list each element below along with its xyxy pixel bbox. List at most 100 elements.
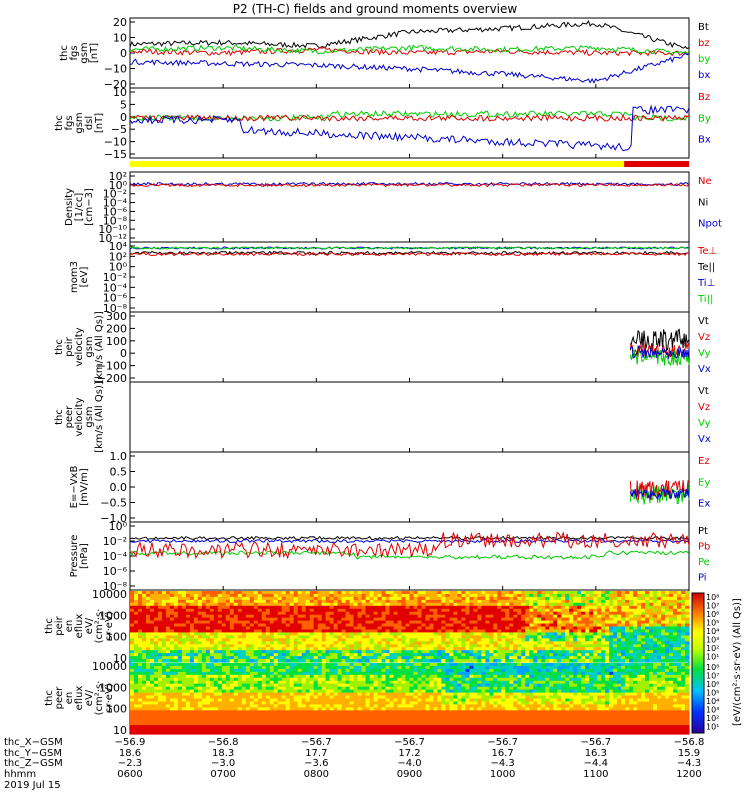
y-tick-label: 10⁻⁴	[103, 550, 128, 563]
y-tick-label: 10	[113, 86, 127, 99]
y-tick-label: 10	[113, 724, 127, 737]
y-tick-label: 5	[120, 98, 127, 111]
panel-7: 1.0 0.5 0.0 −0.5 −1.0 E=−VxB [mV/m] Ez Ey Ex	[69, 450, 710, 525]
panel-frame	[129, 451, 690, 523]
ephemeris-value: 0800	[303, 768, 330, 780]
y-axis-label: (cm²·s·	[94, 609, 105, 644]
ephemeris-value: 0600	[117, 768, 143, 780]
ephemeris-value: 18.6	[118, 747, 142, 759]
colorbar-tick-label: 10²	[706, 644, 719, 653]
y-axis-label: fgs	[64, 115, 75, 130]
trace-bx	[129, 104, 690, 152]
trace-ne	[129, 182, 690, 188]
colorbar-tick-label: 10³	[706, 636, 719, 645]
legend-ti: Ti⊥	[697, 278, 715, 289]
y-tick-label: −200	[97, 372, 127, 385]
panel-frame	[129, 171, 690, 243]
trace-te-perp	[129, 251, 690, 257]
ephemeris-labels: thc_X−GSM thc_Y−GSM thc_Z−GSM hhmm	[4, 737, 63, 780]
y-tick-label: −0.5	[100, 497, 127, 510]
ephemeris-value: 1000	[489, 768, 516, 780]
y-tick-label: 300	[106, 310, 127, 323]
ephemeris-value: 1100	[583, 768, 609, 780]
ephemeris-column: −56.7 17.2 −4.0 0900	[380, 737, 440, 780]
y-axis-label: [nPa]	[79, 543, 90, 569]
ephemeris-value: 17.2	[398, 747, 421, 759]
ion-spectrogram	[130, 591, 690, 663]
y-tick-label: 0.0	[110, 481, 128, 494]
y-axis-label: velocity	[74, 397, 85, 436]
y-tick-label: 0	[120, 47, 127, 60]
panel-3: 10²10⁰10⁻²10⁻⁴10⁻⁶10⁻⁸10⁻¹⁰10⁻¹²Density[…	[64, 170, 722, 245]
ephemeris-value: 15.9	[677, 747, 701, 759]
legend-bz: Bz	[698, 92, 710, 103]
y-axis-label: gsm	[74, 112, 85, 133]
ephemeris-column: −56.7 17.7 −3.6 0800	[286, 737, 346, 780]
y-tick-label: 10	[113, 652, 127, 665]
y-tick-label: 10⁻⁸	[103, 580, 128, 593]
series-by	[129, 44, 690, 55]
colorbar-tick-label: 10¹	[706, 653, 719, 662]
ephemeris-value: 16.3	[584, 747, 607, 759]
legend-by: By	[698, 113, 711, 124]
ephemeris-value: −2.3	[117, 758, 143, 769]
legend-ti: Ti||	[697, 294, 713, 305]
y-axis-label: [nT]	[94, 113, 105, 133]
legend-vz: Vz	[698, 332, 710, 343]
colorbar-tick-label: 10⁶	[706, 610, 719, 619]
trace-pe	[129, 550, 690, 560]
legend-vz: Vz	[698, 402, 710, 413]
ephemeris-value: −56.7	[580, 737, 612, 748]
y-tick-label: 10⁰	[109, 520, 128, 533]
y-tick-label: 100	[106, 703, 127, 716]
y-axis-label: eflux	[74, 686, 85, 711]
y-axis-label: [eV]	[79, 267, 90, 288]
panel-1: 20 10 0 −10 −20 thc fgs gsm [nT] Bt bz by bx	[59, 16, 710, 91]
y-axis-label: peer	[54, 686, 65, 710]
y-axis-label: [nT]	[89, 43, 100, 63]
legend-bx: bx	[698, 70, 710, 81]
eph-x-label: thc_X−GSM	[4, 737, 63, 748]
y-tick-label: 10⁻⁸	[103, 302, 128, 315]
series-bx	[129, 52, 690, 84]
y-axis-label: eflux	[74, 614, 85, 639]
y-tick-label: −10	[104, 136, 127, 149]
y-axis-label: sr·eV)	[104, 611, 115, 640]
legend-vy: Vy	[698, 348, 711, 359]
y-tick-label: 20	[113, 16, 127, 29]
legend-pi: Pi	[698, 573, 707, 584]
legend-pb: Pb	[698, 542, 710, 553]
panel-8: 10⁰ 10⁻² 10⁻⁴ 10⁻⁶ 10⁻⁸ Pressure [nPa] Pt Pb Pe Pi	[69, 520, 710, 593]
ephemeris-value: −56.8	[207, 737, 239, 748]
panel-frame	[129, 521, 690, 591]
colorbar-tick-label: 10⁵	[706, 619, 719, 628]
ephemeris-value: 16.7	[491, 747, 514, 759]
colorbar-tick-label: 10⁴	[706, 697, 719, 706]
colorbar-tick-label: 10⁷	[706, 672, 719, 681]
y-tick-label: 100	[106, 631, 127, 644]
colorbar-label: [eV/(cm²·s·sr·eV) (All Qs)]	[732, 598, 743, 726]
y-tick-label: 10⁻⁴	[103, 281, 128, 294]
legend-te: Te⊥	[697, 246, 717, 257]
ephemeris-value: −56.8	[673, 737, 705, 748]
y-tick-label: 1000	[99, 681, 127, 694]
y-tick-label: 10⁻⁸	[103, 214, 128, 227]
y-axis-label: gsm	[79, 42, 90, 63]
ephemeris-column: −56.8 18.3 −3.0 0700	[193, 737, 253, 780]
y-axis-label: thc	[54, 409, 65, 425]
y-tick-label: 200	[106, 322, 127, 335]
y-axis-label: [km/s (All Qs)]	[94, 381, 105, 453]
y-tick-label: −10	[104, 63, 127, 76]
colorbar-tick-label: 10⁸	[706, 593, 719, 602]
ephemeris-value: −3.6	[304, 758, 329, 769]
legend-ne: Ne	[698, 176, 712, 187]
legend-vx: Vx	[698, 434, 711, 445]
y-tick-label: 10⁰	[109, 261, 128, 274]
legend-te: Te||	[697, 262, 715, 273]
ephemeris-value: −56.7	[301, 737, 332, 748]
y-tick-label: 10⁴	[109, 240, 128, 253]
colorbar-tick-label: 10⁷	[706, 602, 719, 611]
y-tick-label: 10⁻²	[103, 188, 127, 201]
y-axis-label: Density	[64, 188, 75, 226]
